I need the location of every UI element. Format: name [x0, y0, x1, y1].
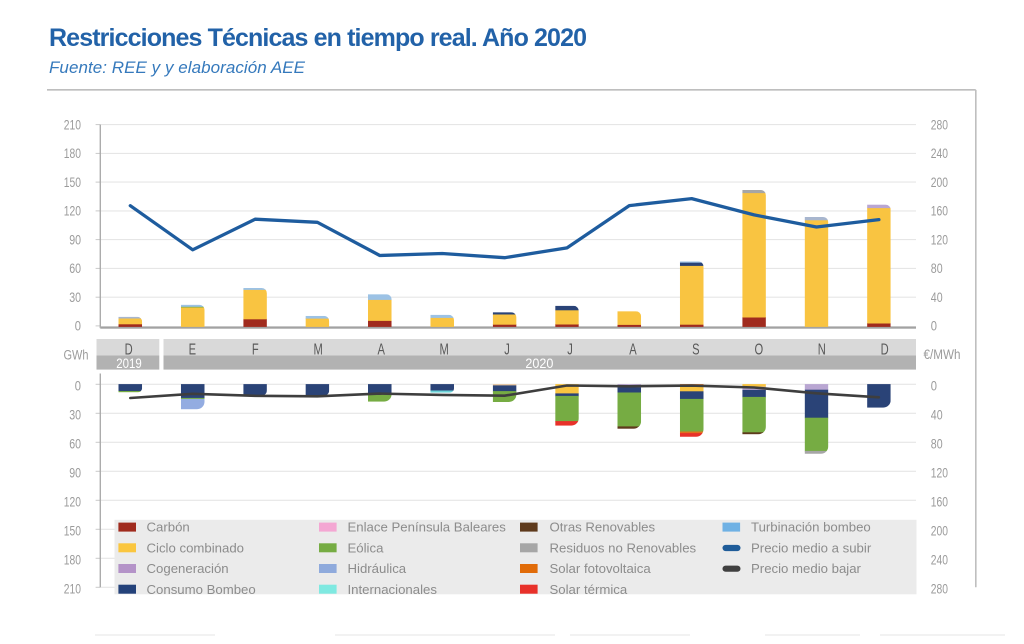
- svg-text:GWh: GWh: [64, 348, 89, 364]
- svg-text:40: 40: [931, 408, 943, 424]
- svg-text:Cogeneración: Cogeneración: [147, 561, 229, 576]
- svg-text:M: M: [314, 341, 323, 358]
- svg-text:240: 240: [931, 553, 948, 569]
- svg-text:Hidráulica: Hidráulica: [348, 561, 407, 576]
- svg-text:180: 180: [64, 146, 81, 162]
- svg-text:J: J: [567, 341, 573, 358]
- svg-text:Residuos no Renovables: Residuos no Renovables: [550, 540, 697, 555]
- svg-text:80: 80: [931, 437, 943, 453]
- svg-text:120: 120: [931, 232, 948, 248]
- svg-text:Solar fotovoltaica: Solar fotovoltaica: [550, 561, 652, 576]
- svg-text:Enlace Península Baleares: Enlace Península Baleares: [348, 520, 507, 535]
- svg-text:90: 90: [69, 466, 81, 482]
- svg-text:240: 240: [931, 146, 948, 162]
- svg-text:120: 120: [64, 204, 81, 220]
- svg-text:0: 0: [931, 379, 937, 395]
- svg-text:150: 150: [64, 175, 81, 191]
- svg-text:60: 60: [69, 261, 81, 277]
- svg-text:E: E: [189, 341, 196, 358]
- svg-text:280: 280: [931, 117, 948, 133]
- svg-text:2019: 2019: [116, 355, 142, 371]
- svg-text:Otras Renovables: Otras Renovables: [550, 520, 656, 535]
- svg-text:2020: 2020: [525, 355, 553, 371]
- svg-text:80: 80: [931, 261, 943, 277]
- svg-text:200: 200: [931, 524, 948, 540]
- svg-text:120: 120: [64, 495, 81, 511]
- svg-text:0: 0: [75, 379, 81, 395]
- svg-text:40: 40: [931, 290, 943, 306]
- svg-text:Ciclo combinado: Ciclo combinado: [147, 540, 245, 555]
- svg-text:M: M: [439, 341, 448, 358]
- svg-text:F: F: [252, 341, 259, 358]
- svg-text:0: 0: [931, 319, 937, 335]
- svg-text:200: 200: [931, 175, 948, 191]
- svg-text:180: 180: [64, 553, 81, 569]
- svg-text:160: 160: [931, 204, 948, 220]
- svg-text:J: J: [504, 341, 510, 358]
- svg-text:€/MWh: €/MWh: [924, 347, 961, 363]
- svg-text:210: 210: [64, 117, 81, 133]
- svg-text:120: 120: [931, 466, 948, 482]
- svg-text:280: 280: [931, 582, 948, 598]
- svg-text:N: N: [818, 341, 826, 358]
- svg-text:30: 30: [69, 290, 81, 306]
- svg-text:Turbinación bombeo: Turbinación bombeo: [751, 520, 871, 535]
- svg-text:30: 30: [69, 408, 81, 424]
- svg-text:Carbón: Carbón: [147, 520, 190, 535]
- svg-text:160: 160: [931, 495, 948, 511]
- svg-text:Internacionales: Internacionales: [348, 582, 438, 597]
- svg-text:90: 90: [69, 232, 81, 248]
- svg-text:A: A: [377, 341, 384, 358]
- svg-text:D: D: [125, 341, 133, 358]
- svg-text:150: 150: [64, 524, 81, 540]
- svg-text:A: A: [629, 341, 636, 358]
- svg-text:0: 0: [75, 319, 81, 335]
- svg-text:Precio medio a subir: Precio medio a subir: [751, 540, 872, 555]
- svg-text:60: 60: [69, 437, 81, 453]
- svg-text:O: O: [755, 341, 764, 358]
- svg-text:S: S: [692, 341, 699, 358]
- svg-text:D: D: [881, 341, 889, 358]
- svg-text:Eólica: Eólica: [348, 540, 385, 555]
- svg-text:Consumo Bombeo: Consumo Bombeo: [147, 582, 256, 597]
- svg-text:Precio medio bajar: Precio medio bajar: [751, 561, 862, 576]
- svg-text:210: 210: [64, 582, 81, 598]
- svg-text:Solar térmica: Solar térmica: [550, 582, 628, 597]
